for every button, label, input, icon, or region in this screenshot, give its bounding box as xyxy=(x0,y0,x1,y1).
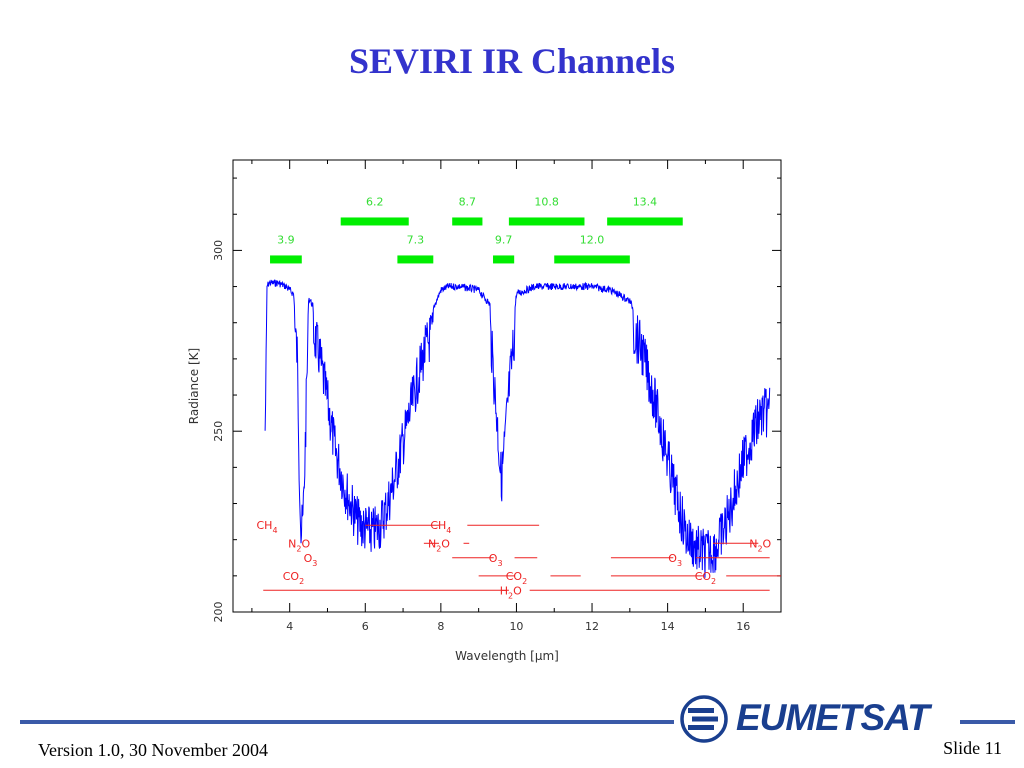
eumetsat-globe-icon xyxy=(680,695,728,743)
x-tick-label: 8 xyxy=(437,620,444,633)
absorber-label: CH4 xyxy=(430,519,451,535)
channel-label-7.3: 7.3 xyxy=(407,233,425,246)
channel-bar-7.3 xyxy=(397,255,434,264)
absorber-label: O3 xyxy=(304,552,318,568)
x-tick-label: 12 xyxy=(585,620,599,633)
channel-bar-9.7 xyxy=(493,255,515,264)
x-tick-label: 6 xyxy=(362,620,369,633)
plot-frame xyxy=(232,159,782,613)
absorber-label: CO2 xyxy=(283,570,304,586)
logo-text: EUMETSAT xyxy=(736,697,930,738)
absorber-label: CH4 xyxy=(256,519,277,535)
channel-label-13.4: 13.4 xyxy=(633,195,658,208)
absorber-label: N2O xyxy=(288,537,310,553)
footer-version: Version 1.0, 30 November 2004 xyxy=(38,740,268,760)
channel-bar-13.4 xyxy=(607,217,683,226)
channel-label-9.7: 9.7 xyxy=(495,233,513,246)
absorber-label: N2O xyxy=(428,537,450,553)
channel-bar-12.0 xyxy=(554,255,630,264)
y-tick-label: 250 xyxy=(212,421,225,442)
x-tick-label: 14 xyxy=(661,620,675,633)
absorber-label: H2O xyxy=(500,584,522,600)
slide-number: Slide 11 xyxy=(943,738,1002,758)
footer-rule-left xyxy=(20,720,674,724)
channel-label-10.8: 10.8 xyxy=(534,195,559,208)
spectrum-chart: 4 6 8 10 12 14 16 200 250 300 Wavelength [μm] Radia… xyxy=(187,159,782,663)
channel-bar-8.7 xyxy=(452,217,483,226)
channel-bar-3.9 xyxy=(270,255,302,264)
channel-label-8.7: 8.7 xyxy=(459,195,477,208)
absorber-label: CO2 xyxy=(506,570,527,586)
channel-label-6.2: 6.2 xyxy=(366,195,384,208)
absorber-label: O3 xyxy=(489,552,503,568)
footer-rule-right xyxy=(960,720,1015,724)
spectrum-line xyxy=(264,279,771,578)
channel-bar-10.8 xyxy=(508,217,585,226)
x-tick-label: 10 xyxy=(509,620,523,633)
eumetsat-logo: EUMETSAT xyxy=(678,693,960,745)
channel-label-3.9: 3.9 xyxy=(277,233,295,246)
y-tick-label: 200 xyxy=(212,602,225,623)
x-axis-label: Wavelength [μm] xyxy=(455,649,559,663)
channel-bar-6.2 xyxy=(340,217,409,226)
slide-title: SEVIRI IR Channels xyxy=(348,41,676,81)
channel-label-12.0: 12.0 xyxy=(580,233,605,246)
absorber-label: CO2 xyxy=(695,570,716,586)
y-tick-label: 300 xyxy=(212,240,225,261)
absorber-label: N2O xyxy=(749,537,771,553)
y-axis-label: Radiance [K] xyxy=(187,348,201,424)
x-tick-label: 4 xyxy=(286,620,293,633)
absorber-label: O3 xyxy=(668,552,682,568)
x-tick-label: 16 xyxy=(736,620,750,633)
